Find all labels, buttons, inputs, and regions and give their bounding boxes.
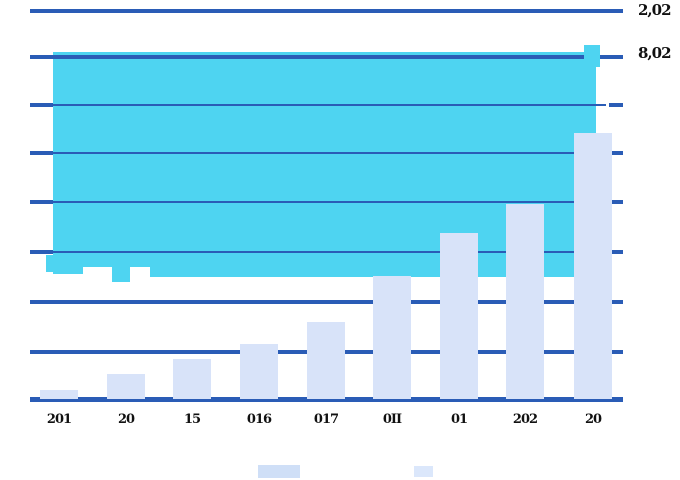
x-axis-line <box>30 397 623 402</box>
bar <box>373 276 411 399</box>
gridline <box>30 9 623 13</box>
area-overlay-shape <box>584 45 600 67</box>
area-overlay-shape <box>53 52 596 267</box>
gridline <box>53 201 606 203</box>
right-axis-label-bottom: 8,02 <box>638 44 672 62</box>
x-tick-label: 201 <box>46 412 72 427</box>
gridline <box>30 300 623 304</box>
x-tick-label: 01 <box>450 412 468 427</box>
gridline-right-dash <box>609 250 623 254</box>
gridline-left-tick <box>30 200 53 204</box>
area-overlay-shape <box>112 267 130 282</box>
bar <box>307 322 345 399</box>
legend-swatch <box>414 466 433 477</box>
bar <box>107 374 145 399</box>
bar <box>40 390 78 399</box>
bar <box>173 359 211 399</box>
gridline-left-tick <box>30 103 53 107</box>
x-tick-label: 20 <box>117 412 135 427</box>
area-overlay-shape <box>150 267 574 277</box>
gridline-left-tick <box>30 250 53 254</box>
bar <box>506 204 544 399</box>
right-axis-label-top: 2,02 <box>638 1 672 19</box>
gridline-right-dash <box>609 151 623 155</box>
bar <box>574 133 612 399</box>
bar <box>240 344 278 399</box>
x-tick-label: 017 <box>313 412 339 427</box>
gridline-right-dash <box>609 103 623 107</box>
legend-swatch <box>258 465 300 478</box>
x-tick-label: 0II <box>382 412 402 427</box>
x-tick-label: 016 <box>246 412 272 427</box>
gridline-left-tick <box>30 151 53 155</box>
bar <box>440 233 478 399</box>
x-tick-label: 202 <box>512 412 538 427</box>
gridline <box>53 104 606 106</box>
area-overlay-shape <box>53 267 83 274</box>
gridline-right-dash <box>609 200 623 204</box>
x-tick-label: 20 <box>584 412 602 427</box>
x-tick-label: 15 <box>183 412 201 427</box>
gridline <box>30 55 623 59</box>
gridline <box>53 152 606 154</box>
gridline <box>53 251 606 253</box>
area-overlay-shape <box>46 255 53 272</box>
